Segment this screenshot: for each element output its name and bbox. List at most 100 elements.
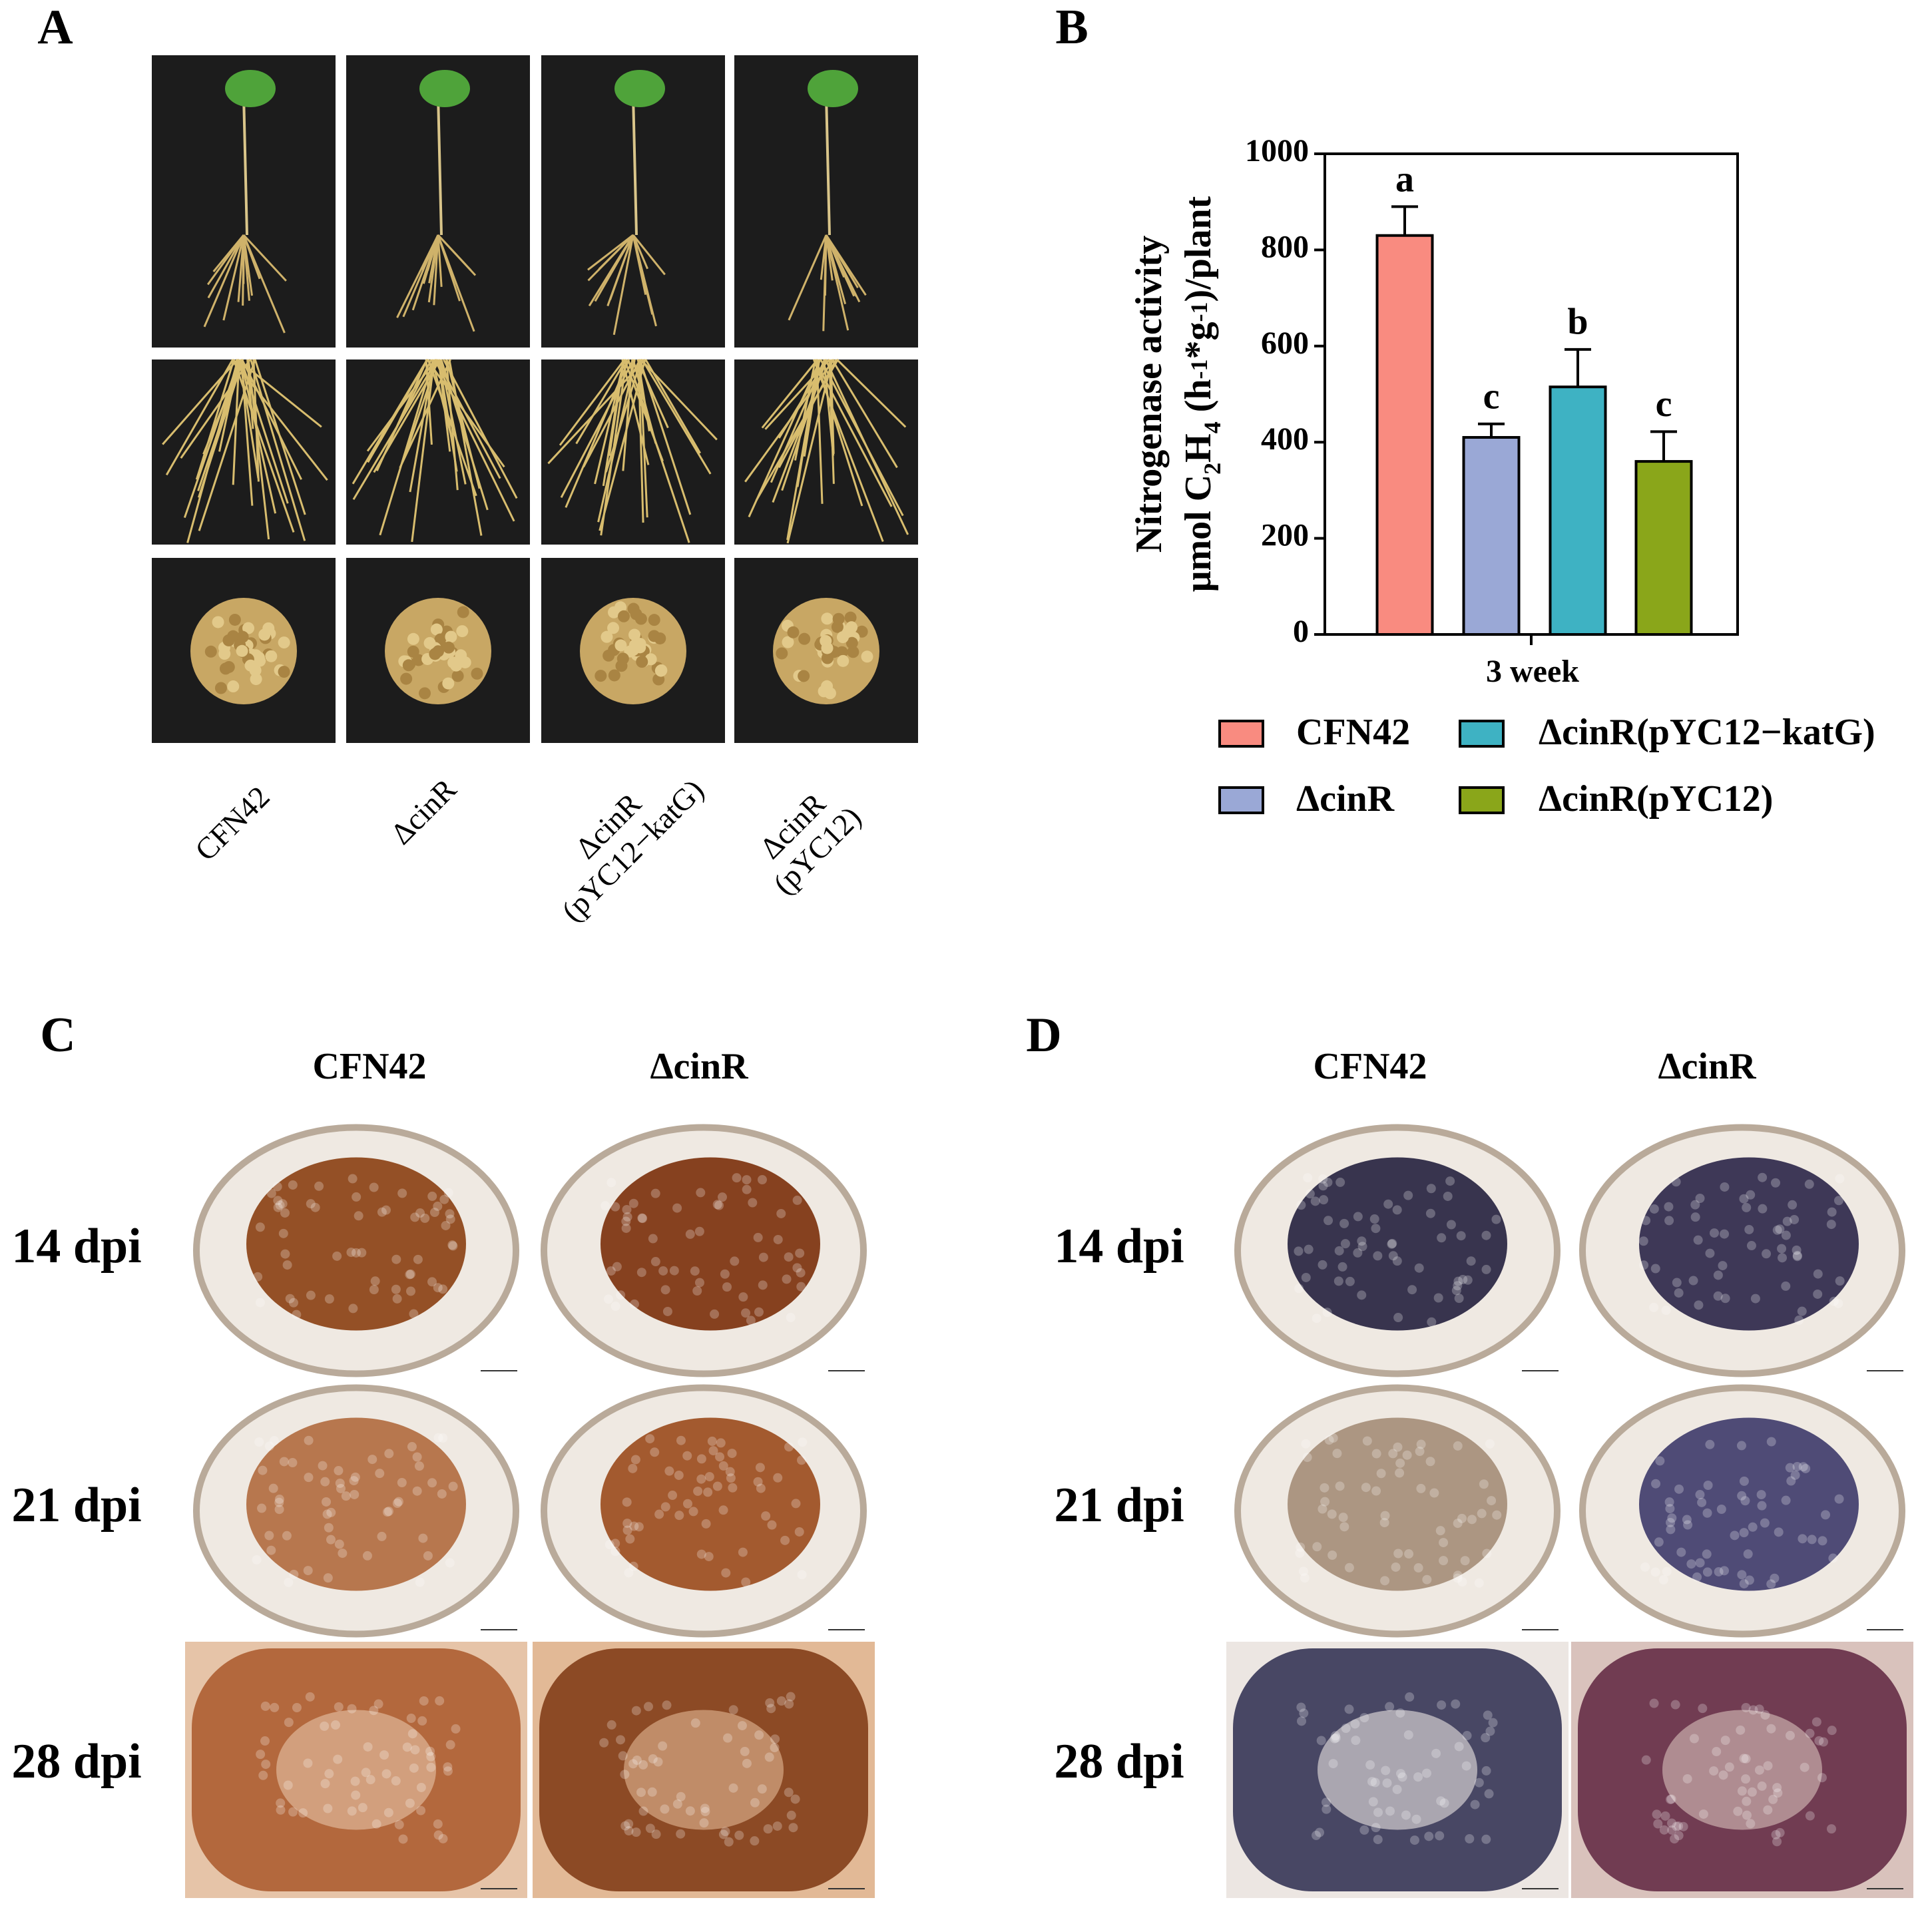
cell	[1392, 1784, 1402, 1794]
cell	[1371, 1486, 1381, 1496]
cell	[1414, 1263, 1424, 1273]
cell	[1345, 1276, 1355, 1286]
cell	[754, 1730, 764, 1740]
nodule	[595, 670, 607, 682]
cell	[737, 1721, 747, 1731]
cell	[1427, 1317, 1437, 1327]
infected-zone	[1288, 1157, 1507, 1331]
cell	[1667, 1825, 1677, 1835]
cell	[1344, 1704, 1354, 1714]
cell	[742, 1758, 752, 1768]
cell	[306, 1290, 316, 1300]
root	[638, 359, 692, 515]
cell	[791, 1499, 801, 1509]
cell	[349, 1476, 359, 1486]
cell	[770, 1734, 780, 1744]
cell	[254, 1437, 264, 1447]
cell	[1746, 1241, 1756, 1251]
cell	[1739, 1578, 1749, 1588]
cell	[1403, 1190, 1413, 1200]
cell	[438, 1284, 448, 1294]
cell	[278, 1199, 288, 1209]
cell	[1819, 1737, 1829, 1747]
y-axis-label-part: -1	[1186, 302, 1212, 322]
cell	[1296, 1702, 1306, 1712]
cell	[377, 1207, 387, 1217]
cell	[780, 1535, 790, 1545]
nodule	[227, 680, 240, 693]
cell	[755, 1463, 765, 1473]
cell	[418, 1533, 428, 1543]
panel-label: C	[40, 1008, 75, 1063]
cell	[757, 1784, 767, 1794]
cell	[438, 1433, 448, 1443]
root	[242, 234, 287, 282]
cell	[1443, 1191, 1453, 1201]
cell	[1695, 1490, 1705, 1500]
root	[433, 234, 439, 306]
cell	[1485, 1439, 1495, 1449]
nodule	[847, 646, 859, 658]
cell	[1335, 1177, 1345, 1187]
cell	[685, 1806, 695, 1816]
cell	[1813, 1269, 1823, 1279]
cell	[1826, 1220, 1836, 1230]
significance-letter: a	[1395, 158, 1414, 200]
cell	[1481, 1834, 1491, 1844]
root	[761, 359, 819, 429]
cell	[397, 1188, 407, 1198]
cell	[773, 1234, 783, 1244]
cell	[757, 1174, 767, 1184]
cell	[1328, 1433, 1338, 1443]
cell	[1649, 1302, 1659, 1312]
cell	[1670, 1700, 1680, 1710]
root	[637, 359, 644, 523]
cell	[1813, 1289, 1823, 1299]
nodule	[430, 623, 443, 636]
nodule	[845, 621, 858, 634]
cell	[1742, 1810, 1752, 1820]
cell	[314, 1181, 324, 1191]
cell	[283, 1780, 293, 1790]
cell	[750, 1798, 760, 1807]
nodule	[222, 660, 235, 673]
cell	[629, 1521, 639, 1531]
cell	[650, 1257, 660, 1267]
cell	[410, 1212, 420, 1222]
cell	[710, 1309, 720, 1319]
root	[439, 359, 467, 485]
cell	[1422, 1574, 1432, 1584]
nodule	[608, 669, 620, 682]
significance-letter: c	[1483, 376, 1500, 417]
cell	[1453, 1281, 1463, 1291]
y-axis-label-part: 4	[1199, 421, 1226, 433]
cell	[369, 1285, 379, 1295]
cell	[625, 1534, 635, 1544]
cell	[445, 1209, 455, 1219]
cell	[643, 1702, 653, 1712]
cell	[728, 1483, 738, 1493]
cell	[1380, 1511, 1390, 1521]
cell	[610, 1547, 620, 1557]
cell	[323, 1803, 333, 1813]
root	[445, 359, 481, 489]
cell	[618, 1751, 628, 1761]
cell	[1653, 1819, 1663, 1829]
cell	[1674, 1831, 1684, 1841]
nodule	[236, 644, 248, 657]
cell	[425, 1746, 435, 1756]
cell	[1676, 1547, 1686, 1557]
cell	[716, 1438, 726, 1448]
cell	[1339, 1218, 1349, 1228]
cell	[1781, 1495, 1791, 1505]
bar	[1634, 460, 1693, 636]
cell	[621, 1223, 631, 1233]
cell	[258, 1465, 268, 1475]
cell	[1754, 1765, 1764, 1775]
cell	[1296, 1200, 1306, 1210]
cell	[773, 1473, 783, 1483]
nodule	[617, 610, 630, 622]
cell	[273, 1202, 283, 1212]
cell	[647, 1787, 657, 1797]
cell	[439, 1194, 449, 1204]
